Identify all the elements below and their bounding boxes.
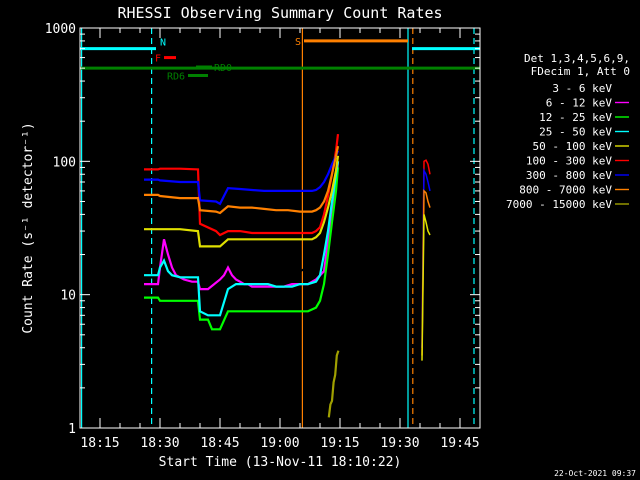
series-line xyxy=(144,133,340,237)
x-tick-label: 18:15 xyxy=(80,436,119,451)
vertical-marker-layer xyxy=(80,28,475,428)
flag-label: S xyxy=(295,37,301,48)
legend-entry-label: 25 - 50 keV xyxy=(539,126,612,139)
x-tick-label: 19:00 xyxy=(260,436,299,451)
y-tick-label: 100 xyxy=(53,155,76,170)
series-layer xyxy=(143,133,431,418)
y-axis: 1 10 100 1000 xyxy=(45,22,480,437)
y-axis-title: Count Rate (s⁻¹ detector⁻¹) xyxy=(21,122,36,333)
x-axis: 18:15 18:30 18:45 19:00 19:15 19:30 19:45 xyxy=(79,28,481,451)
legend-header-line: FDecim 1, Att 0 xyxy=(531,65,630,78)
series-line xyxy=(144,155,340,248)
late-burst-line xyxy=(421,214,431,361)
legend-entry-label: 3 - 6 keV xyxy=(552,82,612,95)
legend-entry-label: 50 - 100 keV xyxy=(533,140,613,153)
series-line xyxy=(144,150,340,206)
series-line xyxy=(144,145,340,215)
flag-bar-layer: NFRD0RD6S xyxy=(80,37,480,83)
x-tick-label: 19:30 xyxy=(380,436,419,451)
series-line xyxy=(327,350,340,418)
legend-entry-label: 6 - 12 keV xyxy=(546,97,613,110)
flag-label: N xyxy=(160,38,166,49)
flag-label: RD6 xyxy=(167,72,185,83)
x-tick-label: 18:30 xyxy=(140,436,179,451)
flag-label: F xyxy=(155,54,161,65)
legend-entry-label: 12 - 25 keV xyxy=(539,111,612,124)
chart-title: RHESSI Observing Summary Count Rates xyxy=(117,4,442,22)
legend-entry-label: 800 - 7000 keV xyxy=(519,184,612,197)
legend-entry-label: 300 - 800 keV xyxy=(526,169,612,182)
x-axis-title: Start Time (13-Nov-11 18:10:22) xyxy=(159,455,402,470)
series-line xyxy=(144,161,340,317)
x-tick-label: 18:45 xyxy=(200,436,239,451)
y-tick-label: 1000 xyxy=(45,22,76,37)
x-tick-label: 19:45 xyxy=(440,436,479,451)
y-tick-label: 1 xyxy=(68,422,76,437)
legend-entry-label: 100 - 300 keV xyxy=(526,155,612,168)
series-line xyxy=(143,155,340,286)
legend-entry-label: 7000 - 15000 keV xyxy=(506,198,612,211)
plot-frame xyxy=(79,27,481,429)
footer-date: 22-Oct-2021 09:37 xyxy=(554,469,636,478)
x-tick-label: 19:15 xyxy=(320,436,359,451)
legend-header-line: Det 1,3,4,5,6,9, xyxy=(524,52,630,65)
y-tick-label: 10 xyxy=(60,289,76,304)
legend: Det 1,3,4,5,6,9,FDecim 1, Att 0 3 - 6 keV… xyxy=(506,52,630,211)
